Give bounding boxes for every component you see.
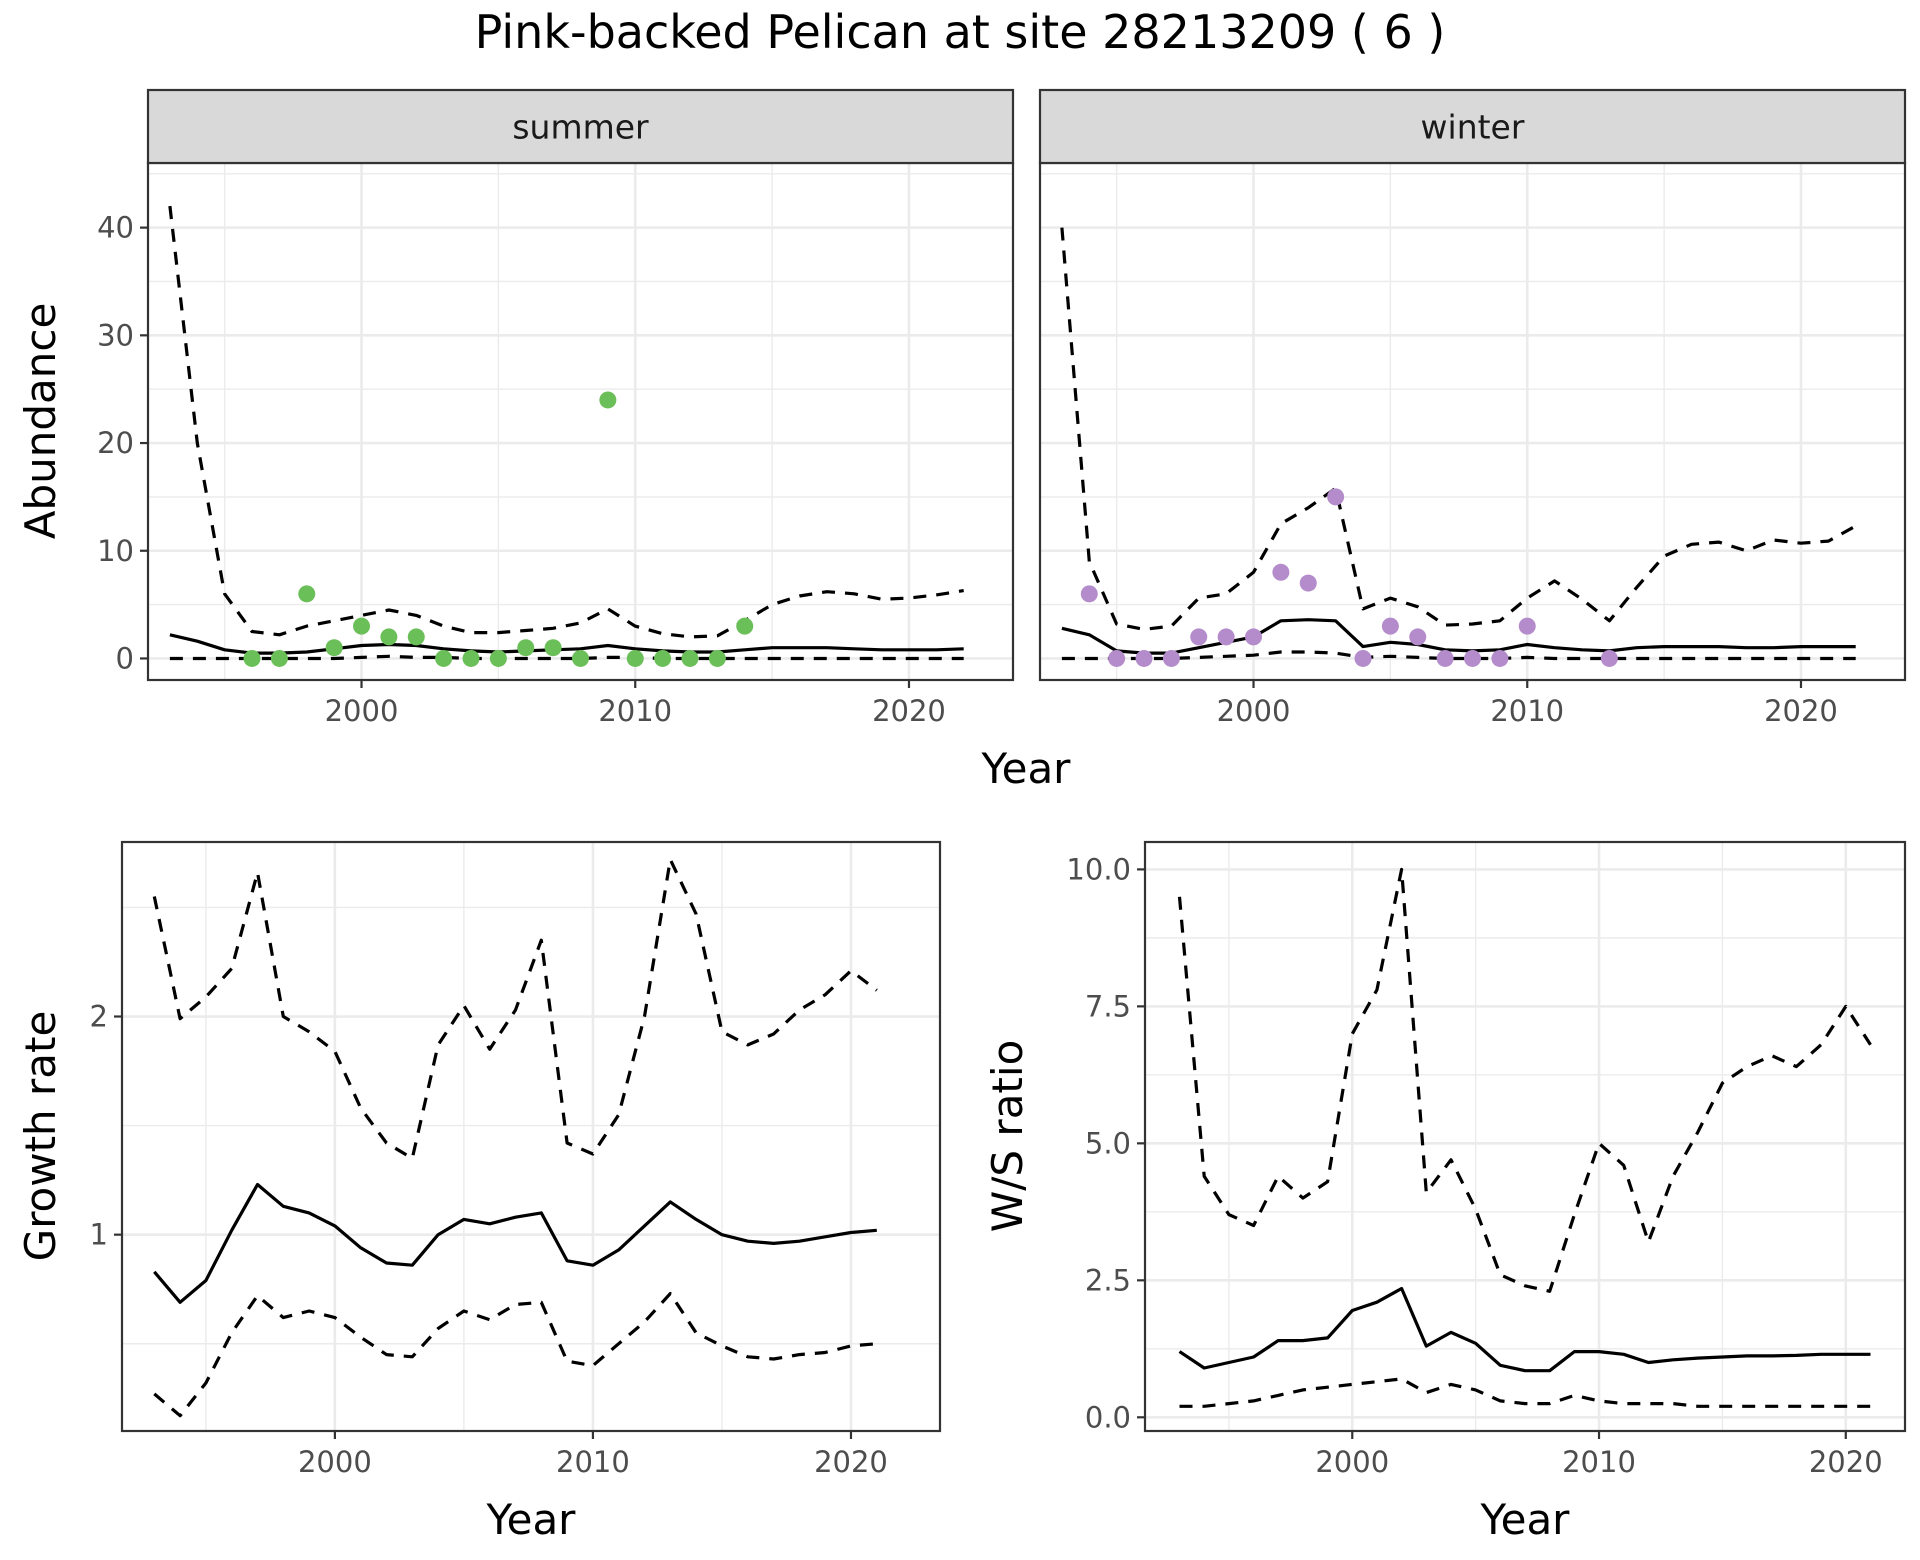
panel-ws: 2000 2010 2020 0.0 2.5 5.0 7.5 10.0 [1066,840,1907,1479]
data-point [572,649,589,667]
data-point [1354,649,1372,667]
x-tick-label: 2000 [298,1445,372,1479]
x-axis-title-top: Year [981,744,1072,793]
data-point [462,649,480,667]
data-point [1162,649,1180,667]
y-tick-label: 2 [90,1000,108,1034]
data-point [1381,617,1399,635]
y-axis-title-growth: Growth rate [16,1011,65,1262]
x-tick-label: 2010 [1562,1445,1636,1479]
data-point [1108,649,1126,667]
x-tick-label: 2020 [1764,694,1838,728]
x-tick-label: 2010 [556,1445,630,1479]
facet-strip [1038,88,1907,165]
series-line-estimate [1061,618,1856,655]
y-tick-label: 5.0 [1085,1126,1131,1160]
data-point [1190,628,1208,646]
data-point [435,649,453,667]
data-point [407,628,425,646]
data-point [243,649,261,667]
data-point [1272,563,1290,581]
x-axis-title-ws: Year [1480,1495,1571,1544]
x-tick-label: 2000 [1217,694,1291,728]
data-point [1464,649,1481,667]
facet-strip-label: winter [1421,108,1525,147]
data-point [736,617,754,635]
data-point [681,649,699,667]
panel-background [122,842,940,1431]
series-line-estimate [169,633,964,655]
data-point [599,391,617,409]
panel-summer: summer 2000 2010 2020 0 10 20 30 40 [97,88,1015,728]
x-axis-title-growth: Year [486,1495,577,1544]
y-tick-label: 7.5 [1085,989,1131,1023]
y-tick-label: 30 [97,318,134,352]
y-axis-title-ws: W/S ratio [983,1040,1032,1233]
data-point [489,649,507,667]
panel-border [120,840,942,1433]
data-point [1217,628,1235,646]
data-point [654,649,672,667]
series-line-estimate [153,1182,877,1304]
series-line-upper [168,205,964,639]
y-tick-label: 10 [97,534,134,568]
y-tick-label: 2.5 [1085,1263,1131,1297]
facet-strip [146,88,1015,165]
panel-background [1145,842,1905,1431]
data-point [380,628,398,646]
data-point [626,649,644,667]
data-point [1327,488,1345,506]
data-point [1491,649,1509,667]
series-line-upper [1060,227,1857,632]
x-tick-label: 2010 [598,694,672,728]
data-point [325,639,343,657]
series-line-estimate [1178,1286,1871,1373]
data-point [353,617,371,635]
panel-border [1143,840,1907,1433]
series-line-lower [1179,1377,1871,1408]
series-line-lower [1061,650,1856,661]
x-tick-label: 2010 [1490,694,1564,728]
y-axis-title-abundance: Abundance [16,303,65,540]
data-point [1080,585,1098,603]
data-point [708,649,726,667]
data-point [1245,628,1263,646]
y-tick-label: 40 [97,211,134,245]
panel-growth: 2000 2010 2020 1 2 [90,840,942,1479]
figure-title: Pink-backed Pelican at site 28213209 ( 6… [475,5,1446,59]
x-tick-label: 2020 [1809,1445,1883,1479]
panel-background [1040,163,1905,680]
series-line-upper [152,857,878,1160]
data-point [1135,649,1153,667]
y-tick-label: 20 [97,426,134,460]
data-point [1600,649,1618,667]
y-tick-label: 0.0 [1085,1400,1131,1434]
data-point [298,585,316,603]
y-tick-label: 1 [90,1218,108,1252]
panel-background [148,163,1013,680]
facet-strip-label: summer [512,108,649,147]
plot-area: summer 2000 2010 2020 0 10 20 30 40 winter 2000 201… [16,88,1907,1544]
data-point [544,639,562,657]
data-point [517,639,535,657]
series-line-lower [153,1291,877,1418]
x-tick-label: 2020 [814,1445,888,1479]
x-tick-label: 2000 [325,694,399,728]
data-point [1409,628,1427,646]
x-tick-label: 2000 [1315,1445,1389,1479]
series-line-lower [169,654,964,661]
data-point [270,649,288,667]
x-tick-label: 2020 [872,694,946,728]
data-point [1518,617,1536,635]
data-point [1299,574,1317,592]
series-line-upper [1177,867,1872,1293]
data-point [1436,649,1454,667]
panel-winter: winter 2000 2010 2020 [1038,88,1907,728]
y-tick-label: 10.0 [1066,852,1131,886]
y-tick-label: 0 [116,641,134,675]
